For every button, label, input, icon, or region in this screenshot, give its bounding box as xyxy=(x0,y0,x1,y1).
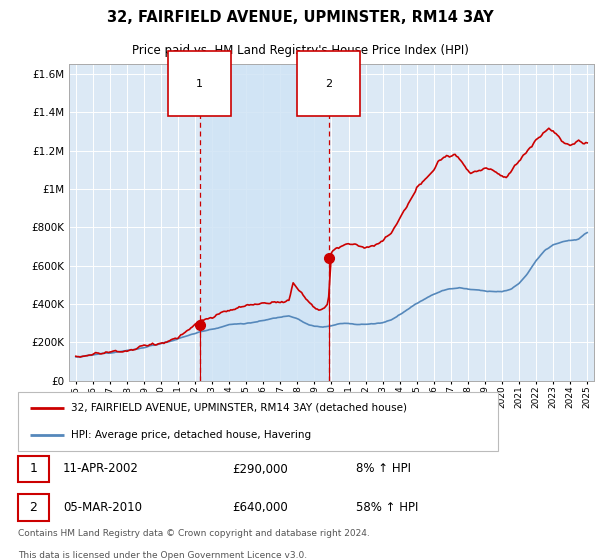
Text: Price paid vs. HM Land Registry's House Price Index (HPI): Price paid vs. HM Land Registry's House … xyxy=(131,44,469,57)
Text: Contains HM Land Registry data © Crown copyright and database right 2024.: Contains HM Land Registry data © Crown c… xyxy=(18,529,370,538)
Text: 32, FAIRFIELD AVENUE, UPMINSTER, RM14 3AY (detached house): 32, FAIRFIELD AVENUE, UPMINSTER, RM14 3A… xyxy=(71,403,407,413)
Text: 8% ↑ HPI: 8% ↑ HPI xyxy=(356,463,412,475)
Text: 1: 1 xyxy=(29,463,37,475)
FancyBboxPatch shape xyxy=(18,494,49,521)
Text: 58% ↑ HPI: 58% ↑ HPI xyxy=(356,501,419,514)
FancyBboxPatch shape xyxy=(18,392,498,451)
Text: 11-APR-2002: 11-APR-2002 xyxy=(63,463,139,475)
Text: HPI: Average price, detached house, Havering: HPI: Average price, detached house, Have… xyxy=(71,430,311,440)
Text: £290,000: £290,000 xyxy=(232,463,288,475)
Text: 05-MAR-2010: 05-MAR-2010 xyxy=(63,501,142,514)
Text: 32, FAIRFIELD AVENUE, UPMINSTER, RM14 3AY: 32, FAIRFIELD AVENUE, UPMINSTER, RM14 3A… xyxy=(107,10,493,25)
Text: £640,000: £640,000 xyxy=(232,501,288,514)
Bar xyxy=(200,64,329,381)
Text: 1: 1 xyxy=(196,78,203,88)
Text: 2: 2 xyxy=(29,501,37,514)
Text: This data is licensed under the Open Government Licence v3.0.: This data is licensed under the Open Gov… xyxy=(18,551,307,560)
Text: 2: 2 xyxy=(325,78,332,88)
FancyBboxPatch shape xyxy=(18,456,49,482)
